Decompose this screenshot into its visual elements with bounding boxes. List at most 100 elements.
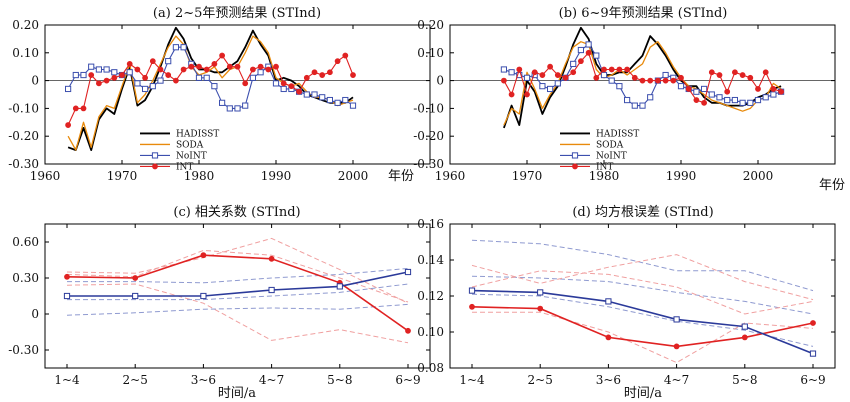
legend-item-noint: NoINT	[140, 151, 207, 161]
data-point-noint	[149, 83, 156, 90]
data-point-int	[631, 74, 638, 81]
data-point-int	[524, 91, 530, 98]
legend-item-hadisst: HADISST	[140, 129, 219, 139]
data-point-int	[142, 74, 148, 81]
y-tick-label: 0.20	[417, 18, 444, 32]
x-tick-label: 6~9	[800, 373, 825, 387]
data-point-noint	[547, 85, 554, 93]
data-point-int	[778, 88, 784, 95]
x-axis-label: 年份	[388, 169, 414, 184]
data-point-noint	[211, 83, 218, 90]
y-tick-label: -0.30	[8, 157, 39, 171]
data-point-int	[180, 66, 187, 73]
y-tick-label: -0.10	[8, 101, 39, 115]
legend-label: HADISST	[596, 129, 639, 139]
data-point-int	[685, 86, 692, 92]
y-tick-label: -0.10	[413, 101, 444, 115]
data-point-int	[810, 320, 816, 326]
data-point-int	[755, 86, 761, 92]
data-point-int	[605, 334, 612, 341]
data-point-noint	[80, 71, 87, 79]
x-tick-label: 4~7	[664, 373, 689, 387]
x-tick-label: 3~6	[191, 373, 216, 387]
y-tick-label: -0.30	[8, 343, 39, 357]
data-point-noint	[754, 96, 762, 104]
data-point-int	[342, 52, 349, 59]
y-tick-label: -0.20	[413, 129, 444, 143]
data-point-int	[249, 66, 256, 73]
data-point-noint	[647, 94, 654, 101]
data-point-int	[500, 77, 507, 84]
data-point-int	[701, 99, 707, 106]
data-point-int	[547, 63, 553, 70]
plot-frame	[449, 24, 836, 165]
data-point-noint	[608, 77, 615, 84]
data-point-int	[149, 58, 156, 65]
data-point-noint	[809, 350, 817, 357]
data-point-noint	[662, 71, 669, 79]
data-point-int	[770, 86, 777, 92]
y-tick-label: 0	[31, 307, 39, 321]
panel-c-xlabel: 时间/a	[218, 386, 256, 401]
x-tick-label: 1980	[589, 169, 620, 183]
data-point-int	[678, 74, 684, 81]
y-tick-label: -0.30	[413, 157, 444, 171]
data-point-noint	[303, 91, 310, 98]
data-point-noint	[693, 88, 700, 95]
data-point-noint	[523, 74, 531, 81]
legend-label: SODA	[176, 140, 204, 150]
data-point-noint	[157, 77, 164, 84]
data-point-noint	[95, 66, 103, 73]
x-tick-label: 1970	[107, 169, 138, 183]
series-line-noint-mid	[67, 283, 409, 301]
data-point-int	[303, 74, 310, 81]
data-point-noint	[272, 80, 280, 87]
data-point-int	[157, 66, 164, 73]
data-point-int	[655, 77, 661, 84]
data-point-noint	[708, 91, 715, 98]
legend-marker	[572, 163, 578, 170]
data-point-int	[165, 72, 172, 78]
data-point-int	[265, 66, 272, 73]
data-point-noint	[516, 71, 523, 79]
data-point-noint	[554, 80, 561, 87]
panel-d-title: (d) 均方根误差 (STInd)	[572, 204, 713, 220]
data-point-int	[670, 77, 677, 84]
x-tick-label: 5~8	[732, 373, 757, 387]
data-point-int	[578, 58, 584, 65]
data-point-noint	[234, 105, 241, 112]
data-point-int	[242, 80, 249, 87]
y-tick-label: 0	[31, 74, 39, 88]
data-point-int	[257, 63, 264, 70]
data-point-noint	[226, 105, 233, 112]
data-point-int	[739, 72, 746, 78]
data-point-noint	[257, 69, 264, 76]
series-line-int-upper	[471, 254, 814, 301]
y-tick-label: 0.60	[12, 235, 39, 249]
data-point-int	[716, 72, 723, 78]
data-point-noint	[103, 66, 110, 73]
data-point-noint	[180, 44, 187, 51]
data-point-noint	[134, 80, 141, 87]
data-point-noint	[349, 102, 357, 109]
data-point-noint	[200, 292, 207, 300]
x-tick-label: 2000	[338, 169, 369, 183]
plot-frame	[44, 223, 431, 369]
series-line-int-upper-2	[66, 249, 409, 303]
data-point-int	[508, 91, 515, 98]
x-tick-label: 4~7	[259, 373, 284, 387]
data-point-int	[64, 273, 70, 280]
data-point-noint	[280, 85, 287, 93]
data-point-noint	[319, 94, 326, 101]
data-point-int	[531, 69, 538, 76]
x-tick-label: 1980	[184, 169, 215, 183]
legend-label: INT	[596, 162, 613, 172]
data-point-noint	[172, 44, 180, 51]
data-point-int	[280, 80, 287, 87]
data-point-noint	[132, 292, 139, 300]
data-point-int	[616, 66, 623, 73]
panel-c-chart: 0.60 0.30 0 -0.30 1~4 2~5 3~6 4~7 5~8 6~9	[8, 223, 431, 387]
data-point-noint	[72, 71, 79, 79]
